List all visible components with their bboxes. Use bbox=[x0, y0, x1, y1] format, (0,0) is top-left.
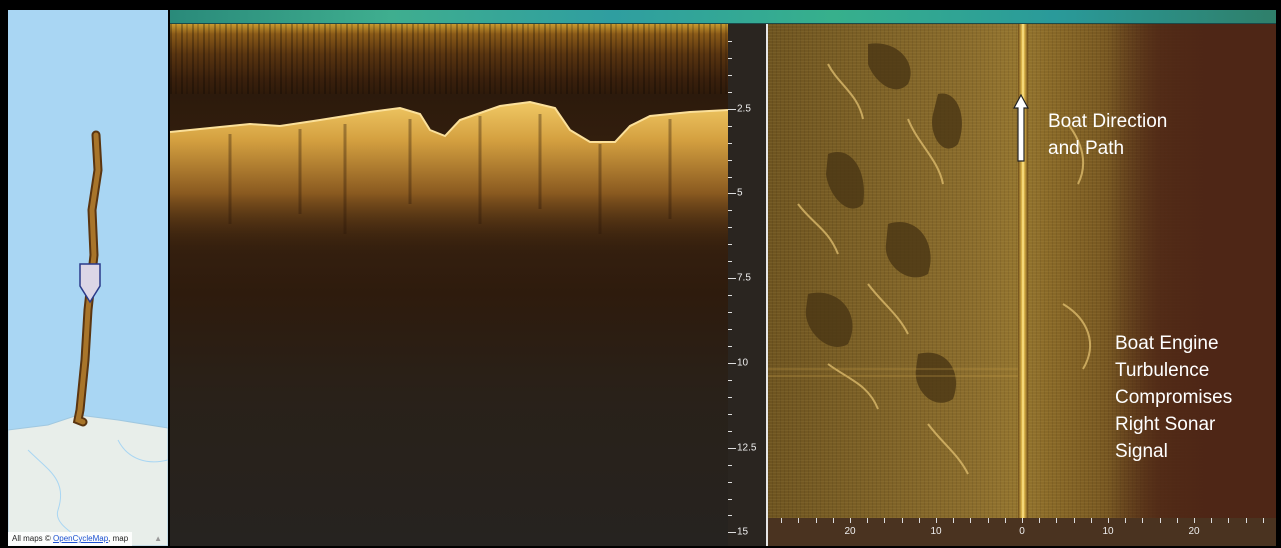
depth-minor-tick bbox=[728, 58, 732, 59]
range-tick bbox=[1074, 518, 1075, 523]
depth-scale: 2.5 5 7.5 10 12.5 15 bbox=[728, 24, 766, 546]
depth-minor-tick bbox=[728, 515, 732, 516]
range-tick bbox=[1005, 518, 1006, 523]
nadir-line bbox=[1018, 24, 1028, 518]
depth-minor-tick bbox=[728, 465, 732, 466]
depth-minor-tick bbox=[728, 380, 732, 381]
depth-major-tick bbox=[728, 363, 736, 364]
map-attribution: All maps © OpenCycleMap, map bbox=[8, 532, 133, 546]
scroll-up-icon[interactable]: ▲ bbox=[154, 534, 162, 543]
depth-label: 5 bbox=[737, 187, 743, 199]
range-tick bbox=[1246, 518, 1247, 523]
depth-minor-tick bbox=[728, 312, 732, 313]
depth-label: 2.5 bbox=[737, 103, 751, 115]
depth-minor-tick bbox=[728, 177, 732, 178]
side-scan-features bbox=[768, 43, 1092, 475]
depth-major-tick bbox=[728, 448, 736, 449]
range-tick bbox=[919, 518, 920, 523]
range-tick bbox=[1125, 518, 1126, 523]
range-tick bbox=[936, 518, 937, 523]
map-panel[interactable]: All maps © OpenCycleMap, map ▲ bbox=[8, 10, 168, 546]
range-tick bbox=[1228, 518, 1229, 523]
depth-minor-tick bbox=[728, 397, 732, 398]
boat-direction-annotation: Boat Direction and Path bbox=[1048, 111, 1168, 159]
depth-minor-tick bbox=[728, 160, 732, 161]
depth-minor-tick bbox=[728, 41, 732, 42]
range-tick bbox=[867, 518, 868, 523]
range-tick bbox=[970, 518, 971, 523]
range-label: 20 bbox=[844, 526, 856, 537]
depth-major-tick bbox=[728, 532, 736, 533]
depth-minor-tick bbox=[728, 75, 732, 76]
range-tick bbox=[988, 518, 989, 523]
boat-marker-icon bbox=[79, 263, 101, 304]
opencyclemap-link[interactable]: OpenCycleMap bbox=[53, 534, 109, 543]
range-tick bbox=[850, 518, 851, 523]
range-tick bbox=[1194, 518, 1195, 523]
range-tick bbox=[1022, 518, 1023, 523]
range-label: 10 bbox=[930, 526, 942, 537]
depth-minor-tick bbox=[728, 92, 732, 93]
range-tick bbox=[884, 518, 885, 523]
range-tick bbox=[816, 518, 817, 523]
depth-minor-tick bbox=[728, 143, 732, 144]
range-tick bbox=[781, 518, 782, 523]
depth-minor-tick bbox=[728, 261, 732, 262]
range-tick bbox=[1263, 518, 1264, 523]
range-tick bbox=[902, 518, 903, 523]
depth-minor-tick bbox=[728, 227, 732, 228]
down-scan-view[interactable] bbox=[170, 24, 728, 546]
range-label: 0 bbox=[1019, 526, 1025, 537]
surface-noise-band bbox=[170, 24, 728, 94]
depth-minor-tick bbox=[728, 295, 732, 296]
range-tick bbox=[1142, 518, 1143, 523]
depth-minor-tick bbox=[728, 244, 732, 245]
depth-label: 10 bbox=[737, 357, 749, 369]
engine-turbulence-annotation: Boat Engine Turbulence Compromises Right… bbox=[1115, 333, 1233, 462]
depth-minor-tick bbox=[728, 126, 732, 127]
range-tick bbox=[1177, 518, 1178, 523]
range-tick bbox=[953, 518, 954, 523]
seabed-return bbox=[170, 100, 728, 254]
up-arrow-icon bbox=[1013, 94, 1029, 162]
range-tick bbox=[1108, 518, 1109, 523]
range-tick bbox=[1056, 518, 1057, 523]
range-label: 20 bbox=[1188, 526, 1200, 537]
depth-minor-tick bbox=[728, 499, 732, 500]
side-scan-axis: 20 10 0 10 20 bbox=[768, 518, 1276, 546]
timeline-strip[interactable] bbox=[170, 10, 1276, 25]
depth-label: 15 bbox=[737, 526, 749, 538]
depth-major-tick bbox=[728, 278, 736, 279]
range-label: 10 bbox=[1102, 526, 1114, 537]
depth-minor-tick bbox=[728, 329, 732, 330]
range-tick bbox=[798, 518, 799, 523]
range-tick bbox=[1211, 518, 1212, 523]
depth-label: 7.5 bbox=[737, 272, 751, 284]
depth-major-tick bbox=[728, 109, 736, 110]
range-tick bbox=[1091, 518, 1092, 523]
depth-minor-tick bbox=[728, 431, 732, 432]
depth-minor-tick bbox=[728, 210, 732, 211]
depth-minor-tick bbox=[728, 414, 732, 415]
panel-divider[interactable] bbox=[766, 24, 768, 546]
range-tick bbox=[1160, 518, 1161, 523]
depth-label: 12.5 bbox=[737, 442, 757, 454]
depth-minor-tick bbox=[728, 346, 732, 347]
turbulence-zone bbox=[1108, 24, 1276, 518]
range-tick bbox=[1039, 518, 1040, 523]
range-tick bbox=[833, 518, 834, 523]
depth-major-tick bbox=[728, 193, 736, 194]
depth-minor-tick bbox=[728, 482, 732, 483]
map-canvas[interactable] bbox=[8, 10, 168, 546]
